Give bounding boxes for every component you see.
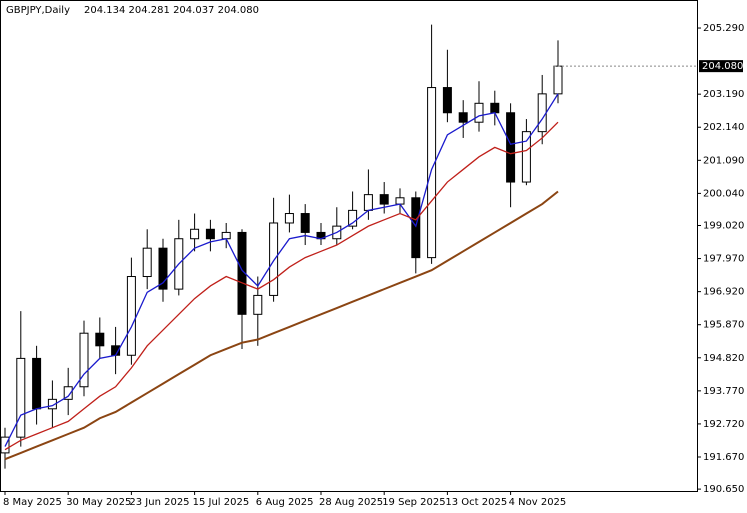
ohlc-text: 204.134 204.281 204.037 204.080 xyxy=(84,5,259,16)
x-tick-label: 28 Aug 2025 xyxy=(319,497,383,508)
candle-body xyxy=(95,332,105,347)
last-price-box xyxy=(699,60,743,73)
last-price-label: 204.080 xyxy=(702,61,743,72)
candle-body xyxy=(521,131,531,183)
x-tick-label: 8 May 2025 xyxy=(3,497,62,508)
y-tick-label: 203.190 xyxy=(703,89,744,100)
candle-body xyxy=(553,65,563,95)
x-tick-label: 4 Nov 2025 xyxy=(509,497,567,508)
y-tick-label: 202.140 xyxy=(703,122,744,133)
candle-body xyxy=(142,247,152,278)
candle-body xyxy=(300,213,310,233)
candle-body xyxy=(395,197,405,205)
y-tick-label: 194.820 xyxy=(703,353,744,364)
plot-frame xyxy=(0,0,698,492)
moving-average xyxy=(4,121,559,451)
candle-body xyxy=(47,398,57,410)
candle-body xyxy=(458,112,468,123)
candle-body xyxy=(442,87,452,114)
y-tick-label: 199.020 xyxy=(703,221,744,232)
y-tick-label: 192.720 xyxy=(703,419,744,430)
candle-body xyxy=(221,231,231,240)
candle-body xyxy=(537,93,547,133)
y-tick-label: 201.090 xyxy=(703,155,744,166)
x-tick-label: 23 Jun 2025 xyxy=(129,497,189,508)
y-tick-label: 190.650 xyxy=(703,484,744,495)
candle-body xyxy=(253,294,263,315)
moving-average xyxy=(4,93,559,447)
candle-body xyxy=(79,332,89,388)
candle-body xyxy=(348,209,358,227)
candle-body xyxy=(126,276,136,356)
candle-body xyxy=(506,112,516,183)
y-tick-label: 205.290 xyxy=(703,23,744,34)
moving-average xyxy=(4,190,559,461)
candle-body xyxy=(379,194,389,205)
candle-body xyxy=(63,386,73,400)
candle-body xyxy=(284,213,294,224)
candle-body xyxy=(490,102,500,114)
candle-body xyxy=(158,247,168,290)
x-tick-label: 30 May 2025 xyxy=(66,497,131,508)
candle-body xyxy=(190,228,200,240)
y-tick-label: 195.870 xyxy=(703,320,744,331)
x-tick-label: 13 Oct 2025 xyxy=(445,497,507,508)
candle-body xyxy=(363,194,373,211)
candle-body xyxy=(205,228,215,240)
chart-title: GBPJPY,Daily xyxy=(6,5,70,16)
candle-body xyxy=(269,222,279,296)
y-tick-label: 200.040 xyxy=(703,188,744,199)
candle-body xyxy=(427,87,437,259)
candle-body xyxy=(411,197,421,259)
y-tick-label: 196.920 xyxy=(703,287,744,298)
candle-body xyxy=(0,436,10,454)
candle-body xyxy=(474,102,484,123)
y-tick-label: 191.670 xyxy=(703,452,744,463)
x-tick-label: 15 Jul 2025 xyxy=(193,497,250,508)
x-tick-label: 6 Aug 2025 xyxy=(256,497,314,508)
candle-body xyxy=(32,357,42,410)
candle-body xyxy=(16,357,26,438)
y-tick-label: 197.970 xyxy=(703,254,744,265)
y-tick-label: 193.770 xyxy=(703,386,744,397)
x-tick-label: 19 Sep 2025 xyxy=(382,497,445,508)
